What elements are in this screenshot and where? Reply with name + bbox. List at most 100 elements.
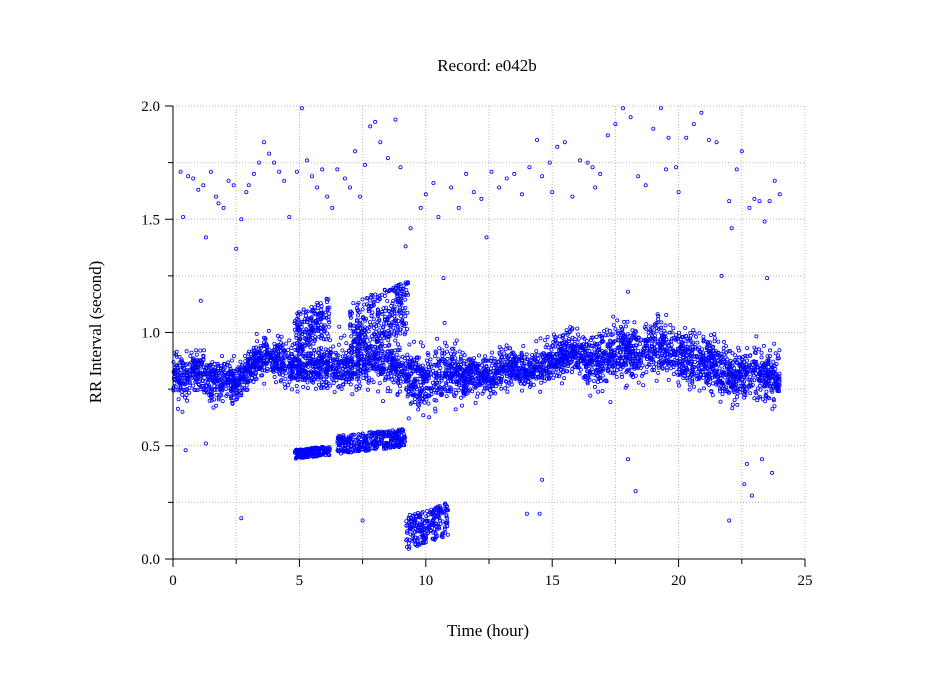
rr-point [721, 345, 726, 350]
rr-point [187, 367, 192, 372]
rr-point [520, 357, 525, 362]
rr-point [438, 365, 443, 370]
rr-point [752, 378, 757, 383]
rr-point [282, 382, 287, 387]
rr-point [310, 370, 315, 375]
rr-point [444, 394, 449, 399]
rr-point [721, 381, 726, 386]
rr-point [230, 400, 235, 405]
rr-point [313, 386, 318, 391]
rr-point [697, 345, 702, 350]
rr-point [484, 386, 489, 391]
rr-point [763, 399, 768, 404]
rr-point [493, 371, 498, 376]
rr-point [676, 383, 681, 388]
rr-point [255, 339, 260, 344]
rr-point [236, 365, 241, 370]
rr-point [761, 343, 766, 348]
rr-point [592, 347, 597, 352]
rr-point [416, 395, 421, 400]
rr-point [453, 407, 458, 412]
rr-point [283, 376, 288, 381]
rr-point [725, 357, 730, 362]
rr-point [475, 391, 480, 396]
rr-point [558, 367, 563, 372]
rr-point [761, 397, 766, 402]
rr-point [633, 343, 638, 348]
rr-point [767, 353, 772, 358]
rr-point [692, 331, 697, 336]
rr-point [416, 363, 421, 368]
rr-point [487, 395, 492, 400]
rr-point [575, 326, 580, 331]
rr-point [395, 380, 400, 385]
rr-point [503, 347, 508, 352]
rr-point [383, 343, 388, 348]
rr-point [350, 392, 355, 397]
rr-point [632, 320, 637, 325]
rr-point [301, 384, 306, 389]
rr-point [397, 389, 402, 394]
data-points [171, 106, 782, 551]
rr-point [409, 355, 414, 360]
rr-point [663, 323, 668, 328]
rr-point [421, 413, 426, 418]
rr-point [620, 365, 625, 370]
rr-point [339, 386, 344, 391]
rr-point [219, 366, 224, 371]
rr-point [752, 396, 757, 401]
rr-point [735, 394, 740, 399]
rr-point [712, 332, 717, 337]
rr-point [416, 403, 421, 408]
rr-point [559, 381, 564, 386]
rr-point [720, 392, 725, 397]
rr-point [567, 336, 572, 341]
rr-point [394, 352, 399, 357]
rr-point [482, 354, 487, 359]
rr-point [656, 370, 661, 375]
rr-point [176, 397, 181, 402]
rr-point [366, 380, 371, 385]
rr-point [338, 335, 343, 340]
rr-point [225, 362, 230, 367]
rr-point [344, 350, 349, 355]
rr-point [772, 341, 777, 346]
rr-point [575, 356, 580, 361]
rr-point [459, 395, 464, 400]
rr-point [613, 327, 618, 332]
rr-point [268, 367, 273, 372]
rr-point [231, 354, 236, 359]
rr-point [454, 338, 459, 343]
rr-point [624, 383, 629, 388]
rr-point [764, 389, 769, 394]
rr-point [708, 333, 713, 338]
rr-point [695, 340, 700, 345]
rr-point [691, 384, 696, 389]
rr-point [489, 366, 494, 371]
rr-point [394, 369, 399, 374]
rr-point [412, 396, 417, 401]
rr-point [189, 375, 194, 380]
rr-point [607, 328, 612, 333]
rr-point [325, 385, 330, 390]
rr-point [395, 342, 400, 347]
rr-point [664, 312, 669, 317]
rr-point [497, 345, 502, 350]
rr-point [543, 338, 548, 343]
rr-point [664, 368, 669, 373]
rr-point [497, 382, 502, 387]
rr-point [376, 389, 381, 394]
rr-point [569, 359, 574, 364]
rr-point [449, 389, 454, 394]
rr-point [453, 341, 458, 346]
rr-point [444, 349, 449, 354]
rr-point [630, 328, 635, 333]
rr-point [489, 350, 494, 355]
rr-point [459, 403, 464, 408]
rr-point [207, 398, 212, 403]
rr-point [348, 382, 353, 387]
rr-point [531, 382, 536, 387]
rr-point [600, 373, 605, 378]
rr-point [524, 352, 529, 357]
rr-point [409, 400, 414, 405]
